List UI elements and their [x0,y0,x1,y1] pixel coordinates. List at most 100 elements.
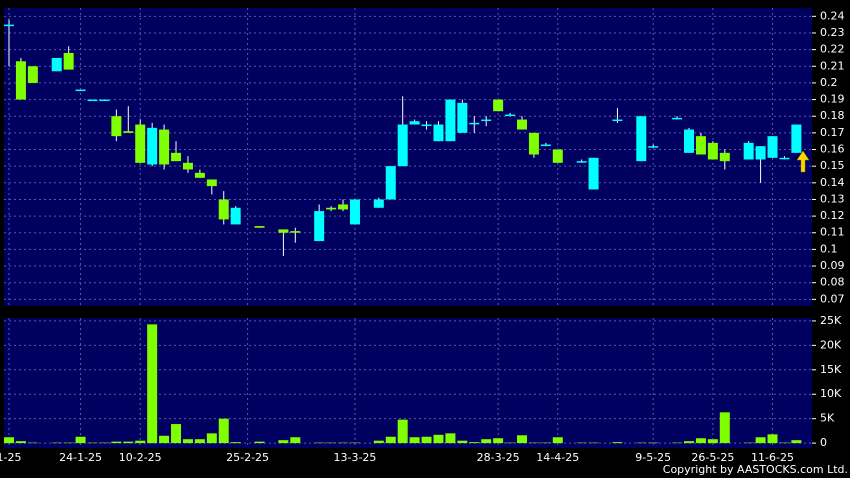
volume-bar [516,435,527,444]
candle-body [111,116,122,137]
y-tick-label: 0.21 [820,59,845,72]
volume-bar [290,437,301,444]
volume-bar [4,437,14,444]
candle-body [326,207,337,210]
volume-bar [135,440,146,444]
candle-body [767,136,778,158]
candle-body [469,122,480,125]
volume-bar [684,441,695,444]
candle-body [695,136,706,155]
y-tick-label: 0.24 [820,9,845,22]
x-tick-label: 25-2-25 [226,451,269,464]
y-tick-label: 0.1 [820,242,838,255]
y-tick-label: 0.14 [820,176,845,189]
copyright: Copyright by AASTOCKS.com Ltd. [663,463,848,476]
x-tick-label: 10-2-25 [119,451,162,464]
candle-body [206,179,217,187]
candle-body [4,24,14,27]
volume-bar [230,442,241,444]
volume-bar [75,436,86,444]
volume-panel [4,318,812,448]
y-tick-label: 0.23 [820,26,845,39]
y-tick-label: 0 [820,436,827,449]
volume-bar [254,441,265,444]
y-tick-label: 0.11 [820,226,845,239]
volume-bar [552,437,563,444]
y-tick-label: 10K [820,387,842,400]
candle-body [707,142,718,160]
volume-bar [481,439,492,444]
volume-bar [767,434,778,444]
volume-bar [147,324,158,444]
y-tick-label: 0.19 [820,93,845,106]
y-tick-label: 0.2 [820,76,838,89]
volume-bar [493,438,504,444]
y-tick-label: 0.12 [820,209,845,222]
plot-layer: 0.07 0.08 0.09 0.1 0.11 0.12 0.13 0.14 0.15 0.16 0… [0,8,845,464]
candle-body [755,146,766,160]
volume-bar [15,441,26,444]
x-tick-label: 24-1-25 [59,451,102,464]
volume-bar [159,435,170,444]
candle-body [147,127,158,165]
volume-bar [194,439,205,444]
volume-bar [612,442,623,444]
volume-bar [791,440,802,444]
candle-body [27,66,38,83]
candle-body [218,199,229,220]
candle-body [588,157,599,190]
candle-body [457,102,468,133]
price-panel [4,8,812,306]
y-tick-label: 5K [820,412,835,425]
candle-body [743,142,754,160]
x-tick-label: 28-3-25 [477,451,520,464]
candle-body [182,162,193,170]
y-tick-label: 0.17 [820,126,845,139]
candle-body [171,152,182,162]
candle-body [338,204,349,210]
volume-bar [445,433,456,444]
candle-body [481,119,492,122]
candle-body [493,99,504,112]
candle-body [421,124,432,127]
y-tick-label: 0.07 [820,292,845,305]
candle-body [540,144,551,147]
candle-body [75,89,86,92]
candle-body [290,231,301,233]
candle-body [51,57,62,72]
volume-bar [206,433,217,444]
volume-bar [707,439,718,444]
candle-body [123,131,134,133]
volume-bar [218,418,229,444]
candle-body [63,52,74,70]
candle-body [445,99,456,142]
volume-bar [171,424,182,444]
candle-body [397,124,408,167]
y-tick-label: 20K [820,338,842,351]
candle-body [99,99,110,102]
x-tick-label: 13-3-25 [334,451,377,464]
candle-body [779,157,790,160]
candle-body [636,116,647,162]
x-tick-label: 9-5-25 [635,451,671,464]
volume-bar [373,440,384,444]
candle-body [230,207,241,225]
candle-body [433,124,444,142]
volume-bar [695,438,706,444]
volume-bar [278,440,289,444]
volume-bar [433,434,444,444]
volume-bar [409,437,420,444]
x-tick-label: 11-6-25 [751,451,794,464]
candle-body [373,199,384,208]
volume-bar [397,419,408,444]
candle-body [278,229,289,233]
candle-body [719,152,730,162]
y-tick-label: 25K [820,314,842,327]
candle-body [385,166,396,200]
arrow-icon [796,150,810,173]
candle-body [612,119,623,122]
candle-body [516,119,527,130]
volume-bar [123,441,134,444]
candle-body [87,99,98,102]
